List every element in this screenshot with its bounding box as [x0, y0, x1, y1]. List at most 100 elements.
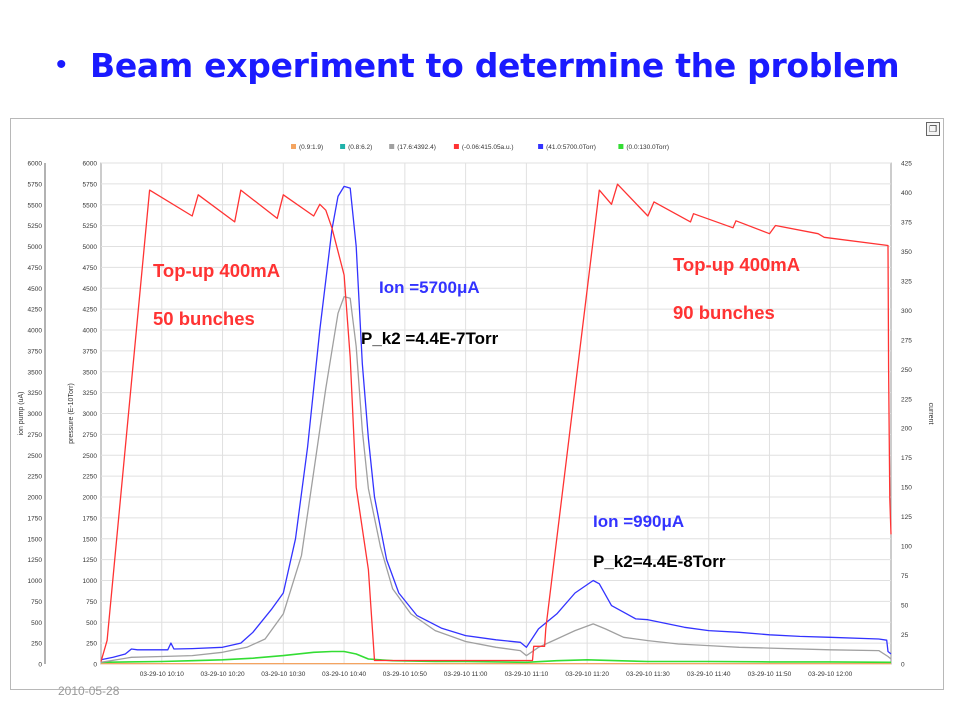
- legend: (0.9:1.9) (0.8:6.2) (17.6:4392.4) (-0.06:41…: [291, 144, 669, 151]
- y-left2-tick-label: 5000: [83, 244, 98, 251]
- y-left2-tick-label: 5500: [83, 202, 98, 209]
- y-right-tick-label: 200: [901, 426, 912, 433]
- y-right-tick-label: 0: [901, 662, 905, 669]
- y-right-tick-label: 50: [901, 603, 909, 610]
- x-tick-label: 03-29-10 11:50: [748, 671, 792, 678]
- chart-window: 0 0 250 250 500 500 750 750 1000 1000 1250 1250 1500…: [10, 118, 944, 690]
- annotation-text: 50 bunches: [153, 308, 255, 329]
- y-left1-tick-label: 0: [38, 662, 42, 669]
- legend-swatch: [389, 144, 395, 149]
- y-left1-tick-label: 5250: [28, 223, 43, 230]
- legend-label: (17.6:4392.4): [397, 144, 436, 151]
- y-left1-tick-label: 2250: [28, 474, 43, 481]
- y-left1-tick-label: 2750: [28, 432, 43, 439]
- x-tick-label: 03-29-10 10:40: [322, 671, 366, 678]
- annotation-text: Ion =990μA: [593, 512, 684, 531]
- y-right-tick-label: 75: [901, 573, 909, 580]
- y-left1-tick-label: 750: [31, 599, 42, 606]
- y-left1-tick-label: 1750: [28, 515, 43, 522]
- footer-date: 2010-05-28: [58, 684, 120, 698]
- annotation-text: P_k2 =4.4E-7Torr: [361, 329, 499, 348]
- y-left1-tick-label: 3000: [28, 411, 43, 418]
- y-right-tick-label: 325: [901, 278, 912, 285]
- legend-swatch: [618, 144, 624, 149]
- y-right-tick-label: 175: [901, 455, 912, 462]
- y-left1-tick-label: 3750: [28, 348, 43, 355]
- y-left2-tick-label: 4750: [83, 265, 98, 272]
- annotation-text: P_k2=4.4E-8Torr: [593, 552, 726, 571]
- legend-label: (0.9:1.9): [299, 144, 323, 151]
- legend-label: (0.8:6.2): [348, 144, 372, 151]
- x-tick-label: 03-29-10 11:10: [505, 671, 549, 678]
- y-left2-tick-label: 2750: [83, 432, 98, 439]
- x-tick-label: 03-29-10 11:30: [626, 671, 670, 678]
- legend-swatch: [538, 144, 544, 149]
- x-tick-label: 03-29-10 11:00: [444, 671, 488, 678]
- legend-swatch: [340, 144, 346, 149]
- y-left2-tick-label: 3000: [83, 411, 98, 418]
- x-tick-label: 03-29-10 10:10: [140, 671, 184, 678]
- y-left1-tick-label: 1250: [28, 557, 43, 564]
- x-tick-label: 03-29-10 11:40: [687, 671, 731, 678]
- x-tick-label: 03-29-10 10:30: [261, 671, 305, 678]
- y-left2-tick-label: 1250: [83, 557, 98, 564]
- annotation-text: Top-up 400mA: [153, 260, 280, 281]
- legend-swatch: [453, 144, 459, 149]
- y-left2-tick-label: 1000: [83, 578, 98, 585]
- y-left1-tick-label: 500: [31, 620, 42, 627]
- y-left1-tick-label: 5500: [28, 202, 43, 209]
- y-left2-tick-label: 250: [86, 641, 97, 648]
- y-left2-tick-label: 1500: [83, 536, 98, 543]
- y-left2-tick-label: 3250: [83, 390, 98, 397]
- y-left2-tick-label: 2250: [83, 474, 98, 481]
- legend-swatch: [291, 144, 296, 149]
- y-left1-tick-label: 5750: [28, 181, 43, 188]
- y-left1-axis-label: ion pump (uA): [18, 392, 25, 436]
- slide-title: Beam experiment to determine the problem: [90, 46, 900, 85]
- y-right-tick-label: 400: [901, 190, 912, 197]
- bullet-point: •: [56, 48, 67, 81]
- y-left2-tick-label: 3750: [83, 348, 98, 355]
- series-line: [100, 183, 892, 662]
- y-left1-tick-label: 4750: [28, 265, 43, 272]
- y-left1-tick-label: 4250: [28, 307, 43, 314]
- y-right-tick-label: 275: [901, 337, 912, 344]
- annotation-text: Ion =5700μA: [379, 278, 480, 297]
- y-left2-axis-label: pressure (E-10Torr): [68, 383, 75, 444]
- y-left2-tick-label: 2500: [83, 453, 98, 460]
- legend-label: (-0.06:415.05a.u.): [462, 144, 514, 151]
- annotation-text: 90 bunches: [673, 302, 775, 323]
- x-tick-label: 03-29-10 10:20: [200, 671, 244, 678]
- x-tick-label: 03-29-10 11:20: [565, 671, 609, 678]
- y-right-tick-label: 250: [901, 367, 912, 374]
- y-left1-tick-label: 6000: [28, 161, 43, 168]
- y-left2-tick-label: 3500: [83, 369, 98, 376]
- x-tick-label: 03-29-10 10:50: [383, 671, 427, 678]
- annotation-text: Top-up 400mA: [673, 254, 800, 275]
- y-right-tick-label: 100: [901, 544, 912, 551]
- y-left2-tick-label: 4000: [83, 328, 98, 335]
- y-left1-tick-label: 2500: [28, 453, 43, 460]
- y-left2-tick-label: 2000: [83, 495, 98, 502]
- y-left1-tick-label: 3250: [28, 390, 43, 397]
- restore-window-icon[interactable]: ❐: [926, 122, 940, 136]
- y-left1-tick-label: 1000: [28, 578, 43, 585]
- x-tick-label: 03-29-10 12:00: [808, 671, 852, 678]
- legend-label: (41.0:5700.0Torr): [546, 144, 596, 151]
- series-line: [100, 295, 892, 663]
- y-left2-tick-label: 4250: [83, 307, 98, 314]
- y-left1-tick-label: 4000: [28, 328, 43, 335]
- y-right-axis-label: current: [927, 403, 934, 425]
- y-left2-tick-label: 6000: [83, 161, 98, 168]
- y-right-tick-label: 300: [901, 308, 912, 315]
- y-left2-tick-label: 5750: [83, 181, 98, 188]
- y-right-tick-label: 425: [901, 161, 912, 168]
- y-right-tick-label: 150: [901, 485, 912, 492]
- y-right-tick-label: 375: [901, 219, 912, 226]
- annotations-layer: Top-up 400mA 50 bunches Top-up 400mA 90 bun…: [153, 254, 800, 571]
- y-left1-tick-label: 250: [31, 641, 42, 648]
- y-right-tick-label: 225: [901, 396, 912, 403]
- y-left2-tick-label: 1750: [83, 515, 98, 522]
